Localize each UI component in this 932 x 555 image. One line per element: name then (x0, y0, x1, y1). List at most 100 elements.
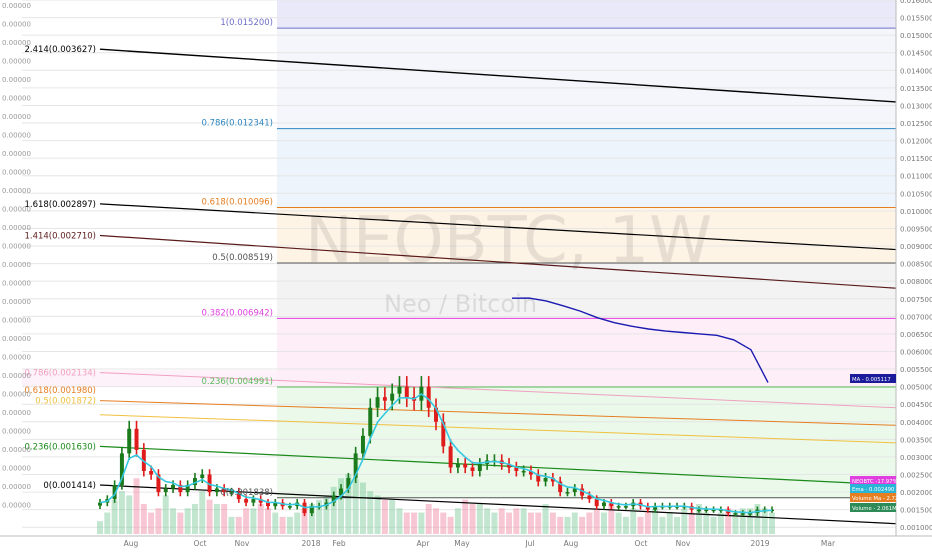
candle-68 (594, 499, 599, 507)
ma-line (511, 297, 769, 383)
volume-bar-71 (615, 512, 622, 534)
left-tick-label-15: 0.00000 (2, 280, 31, 288)
y-tick-label-14: 0.009000 (900, 243, 932, 251)
candle-65 (572, 488, 577, 493)
candle-61 (543, 478, 548, 482)
x-tick-label-10: Nov (676, 539, 691, 548)
volume-bar-86 (725, 508, 732, 534)
volume-bar-68 (593, 508, 600, 534)
grid (22, 0, 896, 528)
volume-bar-58 (520, 508, 527, 534)
x-tick-label-3: 2018 (301, 539, 320, 548)
volume-bar-9 (162, 495, 169, 534)
volume-bar-5 (133, 478, 140, 534)
candle-52 (477, 463, 482, 471)
candle-26 (287, 506, 292, 508)
fib-labels: 1(0.015200) 0.786(0.012341) 0.618(0.010096… (24, 18, 273, 498)
y-tick-label-27: 0.002500 (900, 471, 932, 479)
volume-bar-66 (579, 516, 586, 534)
volume-bar-54 (491, 512, 498, 534)
y-tick-label-12: 0.010000 (900, 208, 932, 216)
candle-84 (711, 509, 716, 512)
candle-66 (580, 488, 585, 496)
volume-bar-34 (345, 474, 352, 534)
candle-49 (455, 463, 460, 468)
candle-20 (244, 499, 249, 503)
candle-19 (236, 492, 241, 500)
volume-bar-52 (476, 504, 483, 534)
left-tick-label-27: 0.00000 (2, 502, 31, 510)
volume-bar-17 (221, 504, 228, 534)
volume-bar-20 (243, 508, 250, 534)
y-tick-label-22: 0.005000 (900, 384, 932, 392)
volume-bar-85 (717, 512, 724, 534)
candle-45 (426, 386, 431, 408)
volume-bar-64 (564, 516, 571, 534)
candle-14 (200, 474, 205, 479)
volume-bar-36 (359, 482, 366, 534)
price-label-1: MA - 0.005117 (852, 377, 891, 383)
volume-bar-83 (703, 512, 710, 534)
x-tick-label-12: Mar (821, 539, 836, 548)
volume-bar-67 (586, 512, 593, 534)
candle-83 (704, 509, 709, 512)
volume-bar-2 (111, 499, 118, 534)
price-label-box-2 (850, 484, 896, 493)
fib-right-label-3: 0.5(0.008519) (212, 253, 273, 263)
price-label-2: Ema - 0.002490 (852, 487, 895, 493)
fib-right-label-1: 0.786(0.012341) (201, 119, 273, 129)
candle-36 (360, 435, 365, 454)
fib-left-line-7 (99, 484, 897, 525)
volume-bar-14 (199, 491, 206, 534)
fib-left-label-5: 0.5(0.001872) (35, 397, 96, 407)
y-tick-label-20: 0.006000 (900, 348, 932, 356)
volume-bar-22 (257, 504, 264, 534)
volume-bar-41 (396, 508, 403, 534)
left-tick-label-23: 0.00000 (2, 428, 31, 436)
fib-right-label-0: 1(0.015200) (220, 18, 273, 28)
watermark: NEOBTC, 1W Neo / Bitcoin (305, 204, 712, 318)
volume-bar-40 (389, 499, 396, 534)
left-tick-label-13: 0.00000 (2, 243, 31, 251)
volume-bars (97, 474, 775, 534)
left-tick-label-11: 0.00000 (2, 206, 31, 214)
ma-series (511, 297, 769, 383)
candle-0 (98, 502, 102, 506)
volume-bar-53 (484, 508, 491, 534)
candle-46 (434, 407, 438, 422)
volume-bar-4 (126, 495, 133, 534)
y-tick-label-5: 0.013500 (900, 85, 932, 93)
y-tick-label-4: 0.014000 (900, 67, 932, 75)
left-tick-label-14: 0.00000 (2, 261, 31, 269)
volume-bar-25 (279, 516, 286, 534)
left-tick-label-10: 0.00000 (2, 187, 31, 195)
volume-bar-6 (140, 504, 147, 534)
left-tick-label-16: 0.00000 (2, 298, 31, 306)
fib-right-label-4: 0.382(0.006942) (201, 308, 273, 318)
volume-bar-78 (666, 512, 673, 534)
left-tick-label-4: 0.00000 (2, 76, 31, 84)
fib-right-label-2: 0.618(0.010096) (201, 198, 273, 208)
candle-8 (156, 474, 161, 493)
price-labels: NEOBTC -17.97% - 0.002464 MA - 0.005117 Em… (850, 374, 929, 512)
x-tick-label-7: Jul (524, 539, 534, 548)
y-tick-label-21: 0.005500 (900, 366, 932, 374)
left-tick-label-5: 0.00000 (2, 95, 31, 103)
volume-bar-60 (535, 512, 542, 534)
price-label-box-1 (850, 374, 896, 383)
fib-left-label-7: 0(0.001414) (43, 481, 96, 491)
candle-48 (448, 446, 453, 468)
candle-3 (119, 453, 124, 486)
volume-bar-69 (601, 512, 607, 534)
left-tick-label-22: 0.00000 (2, 409, 31, 417)
candle-34 (346, 478, 351, 489)
volume-bar-51 (469, 504, 476, 534)
fib-left-line-1 (99, 203, 897, 251)
volume-bar-56 (506, 512, 513, 534)
volume-bar-33 (338, 478, 345, 534)
volume-bar-92 (769, 512, 775, 534)
ema-line (99, 393, 773, 514)
y-tick-label-24: 0.004000 (900, 419, 932, 427)
left-tick-label-19: 0.00000 (2, 354, 31, 362)
